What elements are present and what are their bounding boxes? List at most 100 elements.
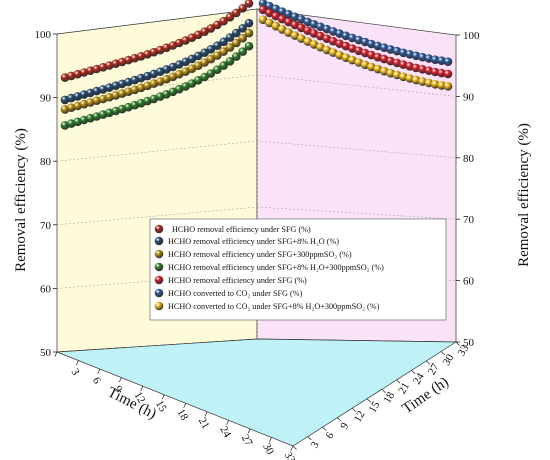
- data-point: [277, 14, 287, 24]
- x-tick-label-left: 33: [282, 450, 298, 460]
- x-tick-label-left: 18: [174, 407, 190, 423]
- data-point: [213, 41, 222, 50]
- x-tick-label-right: 9: [338, 420, 351, 431]
- x-tick-mark: [411, 370, 416, 375]
- data-point: [225, 57, 235, 66]
- y-tick-label-right: 80: [463, 153, 475, 165]
- legend-label: HCHO converted to CO₂ under SFG+8% H₂O+3…: [168, 302, 380, 311]
- legend-marker: [154, 224, 164, 234]
- legend-label: HCHO removal efficiency under SFG (%): [168, 276, 307, 285]
- legend-item: HCHO removal efficiency under SFG (%): [154, 224, 311, 234]
- legend-label: HCHO removal efficiency under SFG+300ppm…: [168, 250, 352, 259]
- data-point: [265, 8, 274, 18]
- x-tick-label-right: 27: [426, 361, 442, 377]
- data-point: [244, 18, 254, 28]
- data-point: [193, 61, 203, 70]
- data-point: [213, 20, 222, 30]
- data-point: [277, 25, 287, 34]
- data-point: [213, 65, 222, 74]
- legend-label: HCHO removal efficiency under SFG+8% H₂O…: [168, 263, 384, 272]
- data-point: [225, 33, 235, 42]
- x-tick-mark: [396, 379, 401, 384]
- data-point: [244, 0, 254, 8]
- x-tick-mark: [97, 368, 101, 374]
- data-point: [193, 30, 203, 40]
- y-axis-title-left: Removal efficiency (%): [13, 128, 29, 272]
- data-point: [213, 51, 222, 60]
- legend-marker: [154, 262, 164, 272]
- data-point: [225, 43, 235, 52]
- x-tick-mark: [337, 417, 342, 422]
- x-tick-label-left: 24: [217, 424, 233, 440]
- data-point: [418, 77, 427, 86]
- data-point: [219, 61, 228, 70]
- x-tick-mark: [161, 394, 165, 400]
- data-point: [244, 41, 254, 51]
- y-tick-label-left: 90: [40, 93, 52, 105]
- legend-marker: [154, 301, 164, 311]
- legend-item: HCHO converted to CO₂ under SFG+8% H₂O+3…: [154, 301, 380, 311]
- legend-label: HCHO removal efficiency under SFG (%): [172, 225, 311, 234]
- x-tick-mark: [322, 426, 327, 431]
- data-point: [443, 69, 453, 79]
- gridline: [56, 206, 258, 226]
- x-tick-mark: [290, 445, 294, 451]
- data-point: [418, 52, 427, 62]
- x-tick-label-left: 21: [196, 416, 212, 432]
- x-tick-mark: [226, 420, 229, 426]
- x-tick-label-right: 3: [309, 439, 322, 450]
- data-point: [225, 12, 235, 22]
- x-tick-mark: [381, 389, 386, 394]
- data-point: [232, 8, 241, 18]
- x-tick-mark: [269, 437, 272, 443]
- data-point: [284, 17, 293, 27]
- legend-marker: [154, 288, 164, 298]
- legend-label: HCHO removal efficiency under SFG+8% H₂O…: [168, 237, 339, 246]
- chart-legend: HCHO removal efficiency under SFG (%) HC…: [149, 218, 447, 321]
- data-point: [258, 15, 268, 24]
- legend-marker: [154, 249, 164, 259]
- x-tick-label-right: 24: [411, 371, 427, 387]
- data-point: [238, 4, 247, 13]
- x-tick-mark: [118, 377, 122, 383]
- data-point: [244, 28, 254, 38]
- legend-item: HCHO removal efficiency under SFG+8% H₂O…: [154, 236, 339, 246]
- data-point: [437, 68, 446, 78]
- legend-item: HCHO converted to CO₂ under SFG (%): [154, 288, 303, 298]
- data-point: [437, 81, 446, 90]
- y-tick-label-left: 80: [40, 156, 52, 168]
- data-point: [200, 48, 209, 57]
- x-tick-mark: [140, 386, 144, 391]
- data-point: [232, 52, 241, 61]
- data-point: [290, 20, 300, 30]
- x-tick-mark: [292, 445, 297, 450]
- gridline: [256, 74, 457, 97]
- x-axis-title-left: Time (h): [105, 384, 159, 422]
- y-tick-label-left: 70: [40, 220, 52, 232]
- x-tick-mark: [455, 341, 460, 346]
- data-point: [290, 31, 300, 40]
- data-point: [430, 80, 440, 89]
- x-tick-label-right: 18: [381, 390, 397, 406]
- legend-marker: [154, 275, 164, 285]
- data-point: [219, 37, 228, 47]
- gridline: [56, 140, 258, 162]
- x-tick-label-right: 21: [396, 381, 412, 397]
- y-tick-label-left: 100: [35, 29, 52, 41]
- data-point: [297, 34, 306, 43]
- x-tick-label-right: 12: [352, 409, 368, 425]
- x-tick-label-left: 3: [68, 367, 81, 378]
- data-point: [200, 58, 209, 67]
- x-tick-label-left: 12: [131, 390, 147, 406]
- y-tick-label-left: 60: [40, 283, 52, 295]
- data-point: [232, 38, 241, 48]
- data-point: [206, 45, 216, 54]
- x-tick-label-left: 30: [260, 441, 276, 457]
- x-tick-mark: [426, 360, 431, 365]
- legend-label: HCHO converted to CO₂ under SFG (%): [168, 289, 303, 298]
- data-point: [238, 33, 247, 43]
- data-point: [430, 55, 440, 64]
- data-point: [258, 5, 268, 15]
- x-tick-mark: [352, 407, 357, 412]
- data-point: [411, 51, 421, 61]
